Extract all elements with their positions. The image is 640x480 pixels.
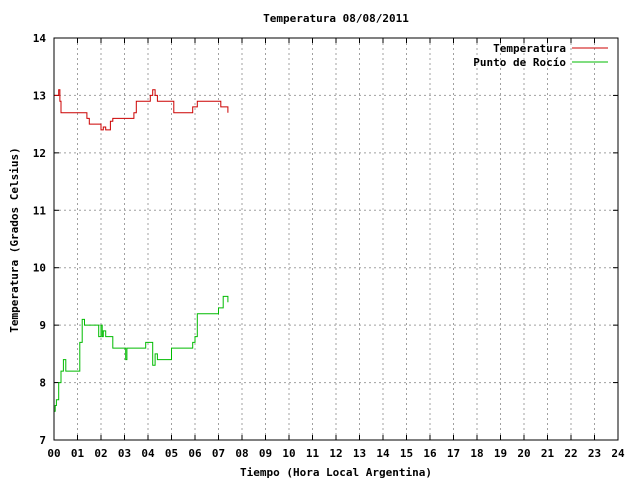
plot-border: [53, 37, 619, 441]
x-tick-label: 06: [188, 447, 202, 460]
series-lines: [54, 89, 229, 412]
series-line-punto-de-rocio: [54, 295, 229, 412]
x-tick-label: 24: [611, 447, 625, 460]
x-tick-label: 12: [329, 447, 342, 460]
x-tick-label: 16: [423, 447, 437, 460]
x-axis-label: Tiempo (Hora Local Argentina): [240, 466, 432, 479]
y-tick-label: 14: [33, 32, 47, 45]
x-tick-label: 02: [94, 447, 107, 460]
x-tick-label: 20: [517, 447, 530, 460]
grid: [54, 38, 618, 440]
y-tick-label: 10: [33, 262, 46, 275]
x-tick-label: 17: [447, 447, 460, 460]
y-tick-label: 7: [39, 434, 46, 447]
y-tick-label: 12: [33, 147, 46, 160]
x-tick-label: 09: [259, 447, 272, 460]
x-tick-label: 08: [235, 447, 248, 460]
x-tick-label: 00: [47, 447, 60, 460]
y-tick-label: 9: [39, 319, 46, 332]
x-tick-label: 21: [541, 447, 555, 460]
x-tick-label: 23: [588, 447, 601, 460]
x-tick-label: 15: [400, 447, 413, 460]
y-axis-label: Temperatura (Grados Celsius): [8, 147, 21, 332]
x-tick-label: 07: [212, 447, 225, 460]
x-tick-label: 19: [494, 447, 507, 460]
x-tick-label: 03: [118, 447, 131, 460]
x-tick-label: 05: [165, 447, 178, 460]
x-tick-label: 13: [353, 447, 366, 460]
x-tick-label: 14: [376, 447, 390, 460]
y-tick-label: 11: [33, 204, 47, 217]
y-tick-label: 13: [33, 89, 46, 102]
tick-labels: 00 01 02 03 04 05 06 07 08 09 10 11 12 13 14 15 16 17 18 19…: [33, 32, 625, 460]
series-line-temperatura: [54, 89, 229, 131]
chart-title: Temperatura 08/08/2011: [263, 12, 409, 25]
y-tick-label: 8: [39, 377, 46, 390]
x-tick-label: 18: [470, 447, 483, 460]
x-tick-label: 11: [306, 447, 320, 460]
x-tick-label: 22: [564, 447, 577, 460]
legend-label: Punto de Rocío: [473, 56, 566, 69]
x-tick-label: 04: [141, 447, 155, 460]
x-tick-label: 01: [71, 447, 85, 460]
x-tick-label: 10: [282, 447, 295, 460]
legend-label: Temperatura: [493, 42, 566, 55]
